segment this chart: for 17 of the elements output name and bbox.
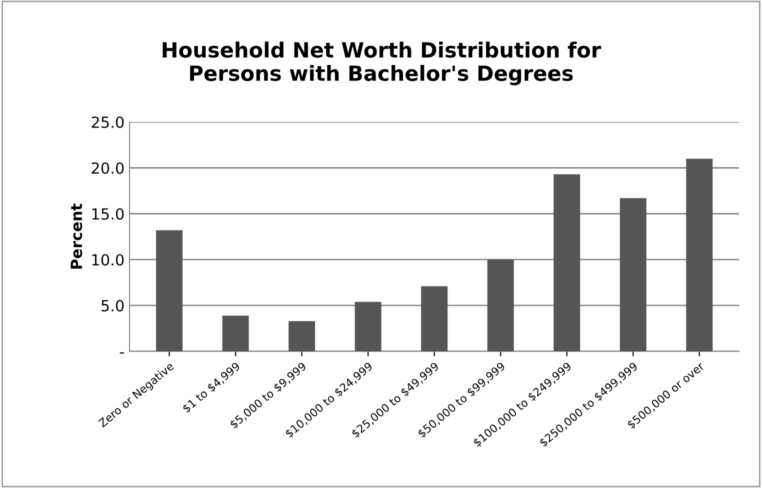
y-tick-label: 25.0: [92, 116, 124, 128]
y-tick-label: -: [120, 352, 124, 354]
bar: [487, 260, 514, 352]
bar: [686, 158, 713, 352]
chart-title: Household Net Worth Distribution for Persons with Bachelor's Degrees: [162, 42, 602, 86]
y-tick-label: 20.0: [92, 162, 124, 174]
bar: [222, 316, 249, 352]
y-tick-label: 15.0: [92, 208, 124, 220]
y-tick-label: 10.0: [92, 254, 124, 266]
bar: [554, 174, 580, 352]
bar: [156, 230, 183, 352]
bar: [421, 286, 448, 352]
bar: [354, 302, 382, 352]
y-axis-title: Percent: [70, 204, 82, 269]
y-tick-label: 5.0: [102, 300, 124, 312]
bar: [288, 321, 316, 352]
bar: [620, 198, 646, 352]
